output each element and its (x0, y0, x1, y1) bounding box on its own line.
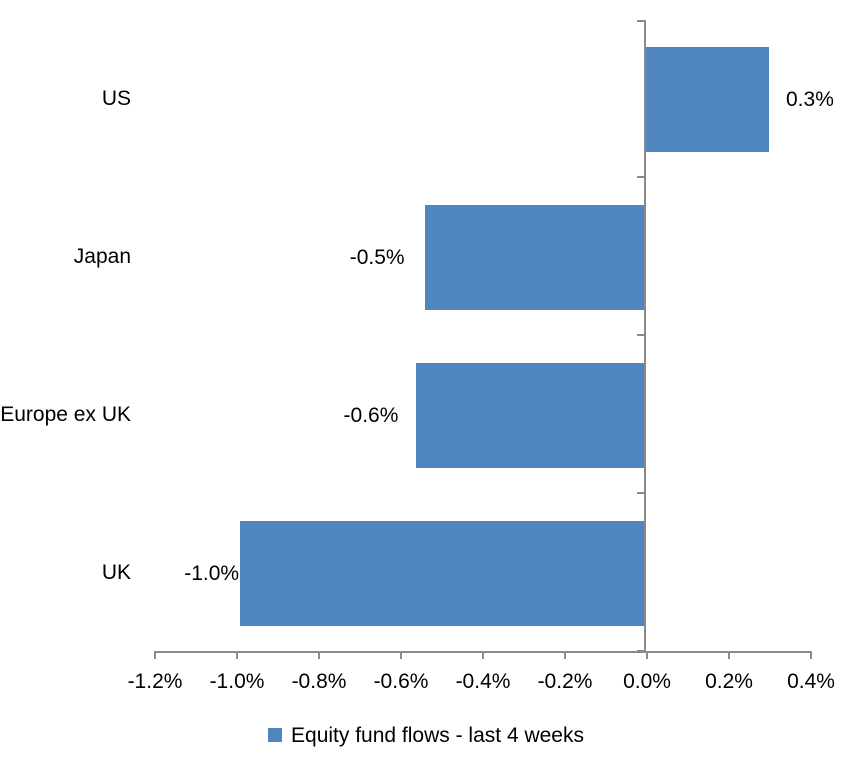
x-axis-tick (154, 653, 156, 659)
bar-value-label: -0.5% (349, 245, 405, 269)
bar-value-label: -0.6% (343, 403, 399, 427)
legend: Equity fund flows - last 4 weeks (0, 722, 852, 748)
x-axis-tick-label: 0.2% (705, 670, 753, 693)
y-axis-tick (637, 20, 646, 22)
bar-japan (424, 204, 646, 310)
x-axis-tick-label: -0.8% (291, 670, 347, 693)
x-axis-tick-label: -0.4% (455, 670, 511, 693)
bar-us (646, 46, 769, 152)
legend-swatch-icon (268, 728, 283, 742)
bar-value-label: 0.3% (786, 87, 834, 111)
x-axis-line (154, 651, 812, 653)
bar-value-label: -1.0% (184, 561, 240, 585)
x-axis-tick (482, 653, 484, 659)
y-axis-tick (637, 334, 646, 336)
x-axis-tick (728, 653, 730, 659)
x-axis-tick-label: 0.4% (787, 670, 835, 693)
x-axis-tick (564, 653, 566, 659)
y-axis-tick (637, 492, 646, 494)
x-axis-tick-label: -0.2% (537, 670, 593, 693)
x-axis-tick (236, 653, 238, 659)
category-label: US (101, 87, 131, 110)
y-axis-line (644, 20, 646, 653)
x-axis-tick-label: 0.0% (623, 670, 671, 693)
bar-europe-ex-uk (416, 362, 646, 468)
x-axis-tick-label: -1.2% (127, 670, 183, 693)
category-label: UK (101, 561, 131, 584)
category-label: Japan (73, 245, 131, 268)
category-label: Europe ex UK (0, 403, 131, 426)
x-axis-tick-label: -1.0% (209, 670, 265, 693)
x-axis-tick (400, 653, 402, 659)
legend-label: Equity fund flows - last 4 weeks (291, 723, 584, 747)
x-axis-tick (810, 653, 812, 659)
bar-uk (240, 520, 646, 626)
x-axis-tick-label: -0.6% (373, 670, 429, 693)
x-axis-tick (318, 653, 320, 659)
x-axis-tick (646, 653, 648, 659)
y-axis-tick (637, 176, 646, 178)
